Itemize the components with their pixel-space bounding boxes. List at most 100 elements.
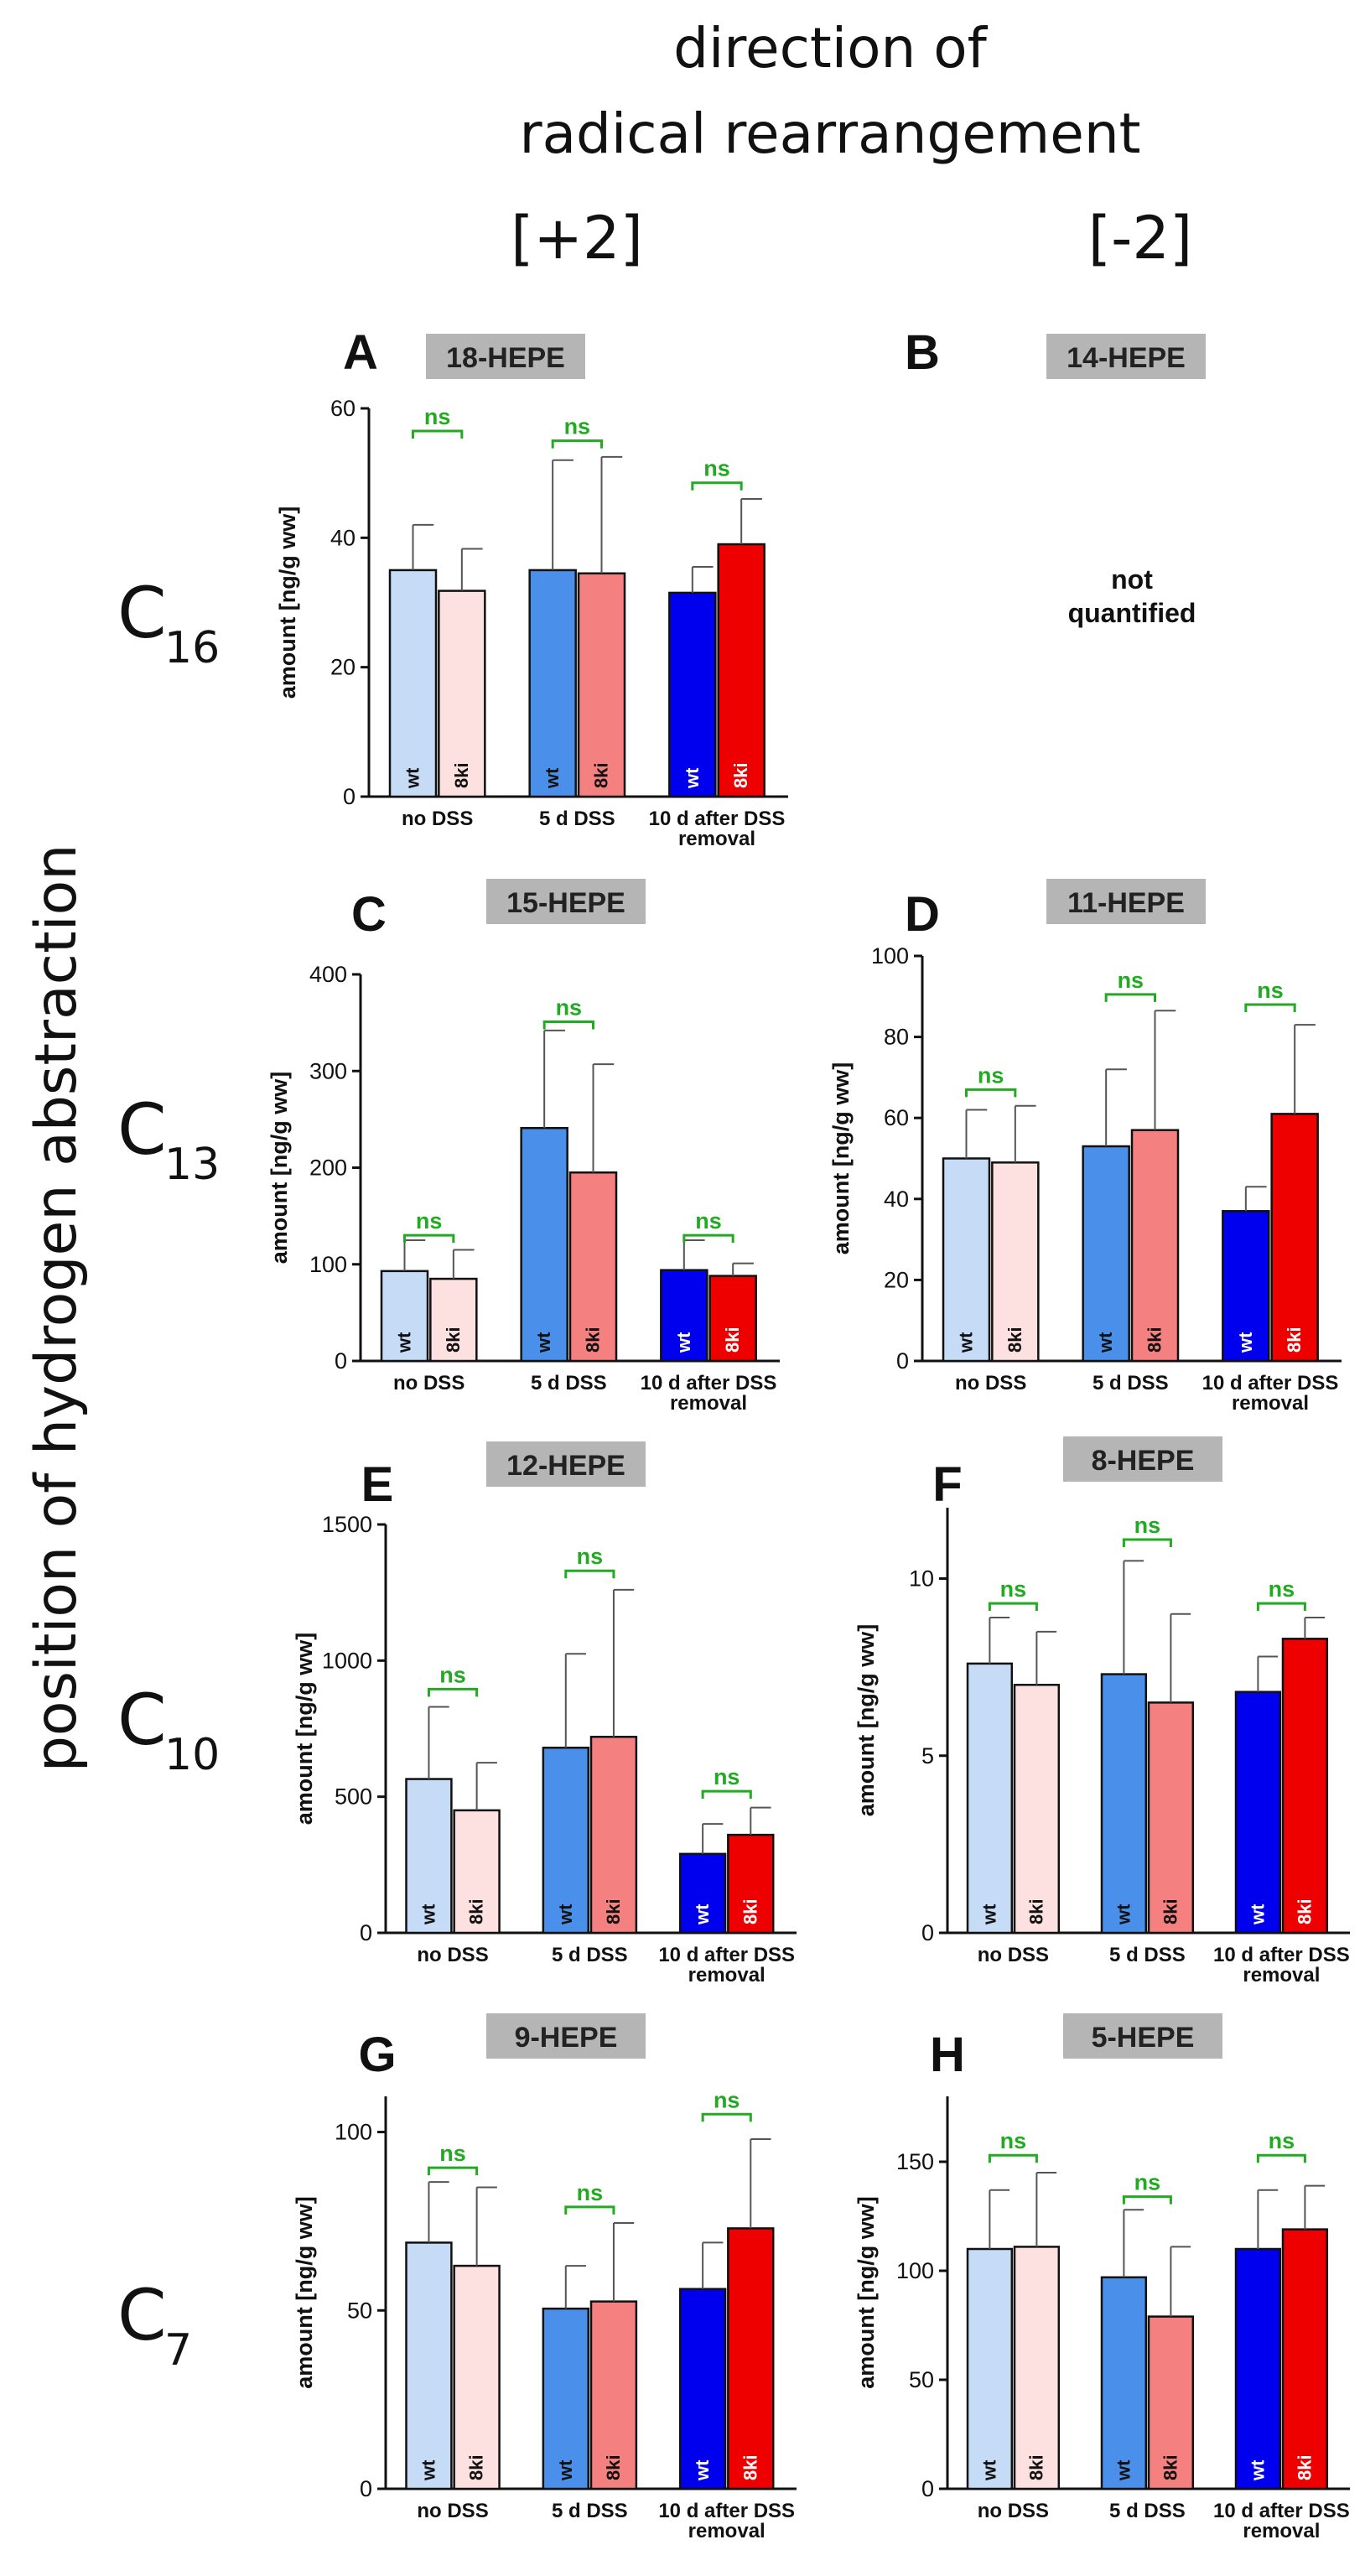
bar-8ki — [438, 589, 486, 798]
y-tick-label: 500 — [335, 1784, 372, 1810]
header-title-line1: direction of — [673, 16, 989, 80]
x-tick-label: 5 d DSS — [552, 2500, 628, 2522]
side-title: position of hydrogen abstraction — [23, 844, 90, 1773]
y-tick-label: 300 — [309, 1058, 347, 1083]
row-label-c16: C 16 — [117, 572, 220, 673]
bar-label-wt: wt — [956, 1332, 977, 1353]
panel-letter: E — [361, 1457, 394, 1512]
bar-label-8ki: 8ki — [1284, 1327, 1305, 1353]
bar-8ki — [708, 1275, 757, 1363]
sig-bracket — [1256, 2153, 1306, 2163]
x-tick-label: 10 d after DSS — [1213, 2500, 1350, 2522]
bar-8ki — [1013, 1684, 1061, 1935]
x-tick-label-line2: removal — [1232, 1392, 1309, 1415]
y-tick-label: 5 — [921, 1743, 934, 1768]
y-axis-label: amount [ng/g ww] — [854, 1624, 879, 1816]
bar-wt — [520, 1126, 568, 1363]
y-tick-label: 0 — [896, 1348, 909, 1374]
bar-label-8ki: 8ki — [603, 1898, 624, 1924]
bar-label-8ki: 8ki — [740, 1898, 760, 1924]
sig-bracket — [965, 1088, 1017, 1098]
x-tick-label: no DSS — [955, 1372, 1026, 1394]
sig-bracket — [403, 1233, 455, 1244]
x-tick-label: 10 d after DSS — [649, 808, 786, 830]
y-tick-label: 1500 — [322, 1512, 372, 1537]
sig-bracket — [691, 481, 743, 491]
y-tick-label: 10 — [909, 1566, 934, 1592]
bar-wt — [542, 1746, 589, 1935]
bar-label-wt: wt — [978, 2459, 999, 2481]
y-tick-label: 50 — [347, 2298, 372, 2323]
panel-title-box — [486, 2013, 646, 2059]
x-tick-label: 10 d after DSS — [1202, 1372, 1339, 1394]
bar-label-8ki: 8ki — [591, 762, 612, 788]
bar-label-8ki: 8ki — [1025, 2454, 1046, 2480]
sig-label: ns — [1257, 978, 1284, 1003]
row-label-c10: C 10 — [117, 1679, 220, 1780]
x-tick-label-line2: removal — [678, 828, 755, 850]
not-quantified-line1: not — [1111, 564, 1153, 595]
bar-8ki — [589, 1735, 638, 1935]
bar-wt — [1100, 2276, 1148, 2490]
sig-label: ns — [1118, 968, 1144, 993]
sig-bracket — [1256, 1602, 1306, 1612]
panel-title: 14-HEPE — [1067, 342, 1186, 374]
bar-label-wt: wt — [555, 2459, 576, 2481]
bar-label-8ki: 8ki — [466, 2454, 487, 2480]
bar-8ki — [589, 2300, 638, 2490]
panel-title: 15-HEPE — [506, 887, 625, 919]
bar-wt — [660, 1269, 708, 1363]
panel-title: 8-HEPE — [1092, 1445, 1195, 1477]
sig-bracket — [542, 1020, 594, 1030]
sig-label: ns — [714, 2087, 740, 2112]
bar-label-8ki: 8ki — [603, 2454, 624, 2480]
panel-title: 11-HEPE — [1067, 887, 1185, 919]
panel-g: G 9-HEPE 0 50 100 amount [ng/g ww] wt 8ki no DSS… — [292, 2013, 797, 2542]
row-label-sub: 10 — [164, 1730, 220, 1780]
panel-h: H 5-HEPE 0 50 100 150 amount [ng/g ww] wt 8ki no … — [854, 2013, 1350, 2542]
bar-8ki — [1013, 2246, 1061, 2490]
panel-title: 5-HEPE — [1092, 2022, 1195, 2054]
bar-label-8ki: 8ki — [583, 1327, 604, 1353]
x-tick-label: 5 d DSS — [1109, 1944, 1186, 1966]
bar-label-8ki: 8ki — [730, 762, 751, 788]
bar-8ki — [453, 1809, 501, 1935]
bar-8ki — [1281, 1638, 1329, 1935]
bar-wt — [405, 1778, 453, 1935]
x-tick-label: no DSS — [393, 1372, 465, 1394]
x-tick-label: 5 d DSS — [539, 808, 615, 830]
bar-wt — [1100, 1673, 1148, 1935]
column-label-plus2: [+2] — [511, 204, 643, 273]
x-tick-label-line2: removal — [1243, 2520, 1320, 2542]
bar-label-8ki: 8ki — [1144, 1327, 1165, 1353]
bar-label-wt: wt — [673, 1332, 694, 1353]
sig-label: ns — [416, 1208, 443, 1233]
panel-title: 12-HEPE — [506, 1450, 625, 1482]
panel-title-box — [1046, 879, 1206, 924]
panel-title-box — [426, 334, 585, 379]
bar-8ki — [727, 2227, 775, 2490]
y-axis-label: amount [ng/g ww] — [828, 1062, 854, 1254]
bar-label-8ki: 8ki — [1160, 2454, 1181, 2480]
sig-label: ns — [978, 1062, 1004, 1088]
x-tick-label: no DSS — [417, 2500, 488, 2522]
panel-f: F 8-HEPE 0 5 10 amount [ng/g ww] wt 8ki no DSS wt… — [854, 1436, 1350, 1987]
x-tick-label: 10 d after DSS — [1213, 1944, 1350, 1966]
bar-wt — [528, 569, 577, 798]
sig-label: ns — [1269, 1576, 1295, 1602]
bar-8ki — [991, 1161, 1040, 1363]
panels: A 18-HEPE 0 20 40 60 amount [ng/g ww] wt 8ki no D… — [267, 325, 1350, 2542]
bar-wt — [678, 2288, 727, 2490]
bar-label-wt: wt — [1247, 1903, 1268, 1925]
panel-letter: A — [343, 325, 378, 380]
sig-bracket — [1122, 1538, 1172, 1548]
y-tick-label: 0 — [343, 784, 356, 809]
sig-label: ns — [556, 995, 583, 1020]
bar-wt — [668, 591, 717, 798]
y-tick-label: 20 — [330, 655, 356, 680]
panel-title: 18-HEPE — [446, 342, 565, 374]
y-tick-label: 100 — [335, 2120, 372, 2145]
y-tick-label: 0 — [360, 2476, 372, 2501]
